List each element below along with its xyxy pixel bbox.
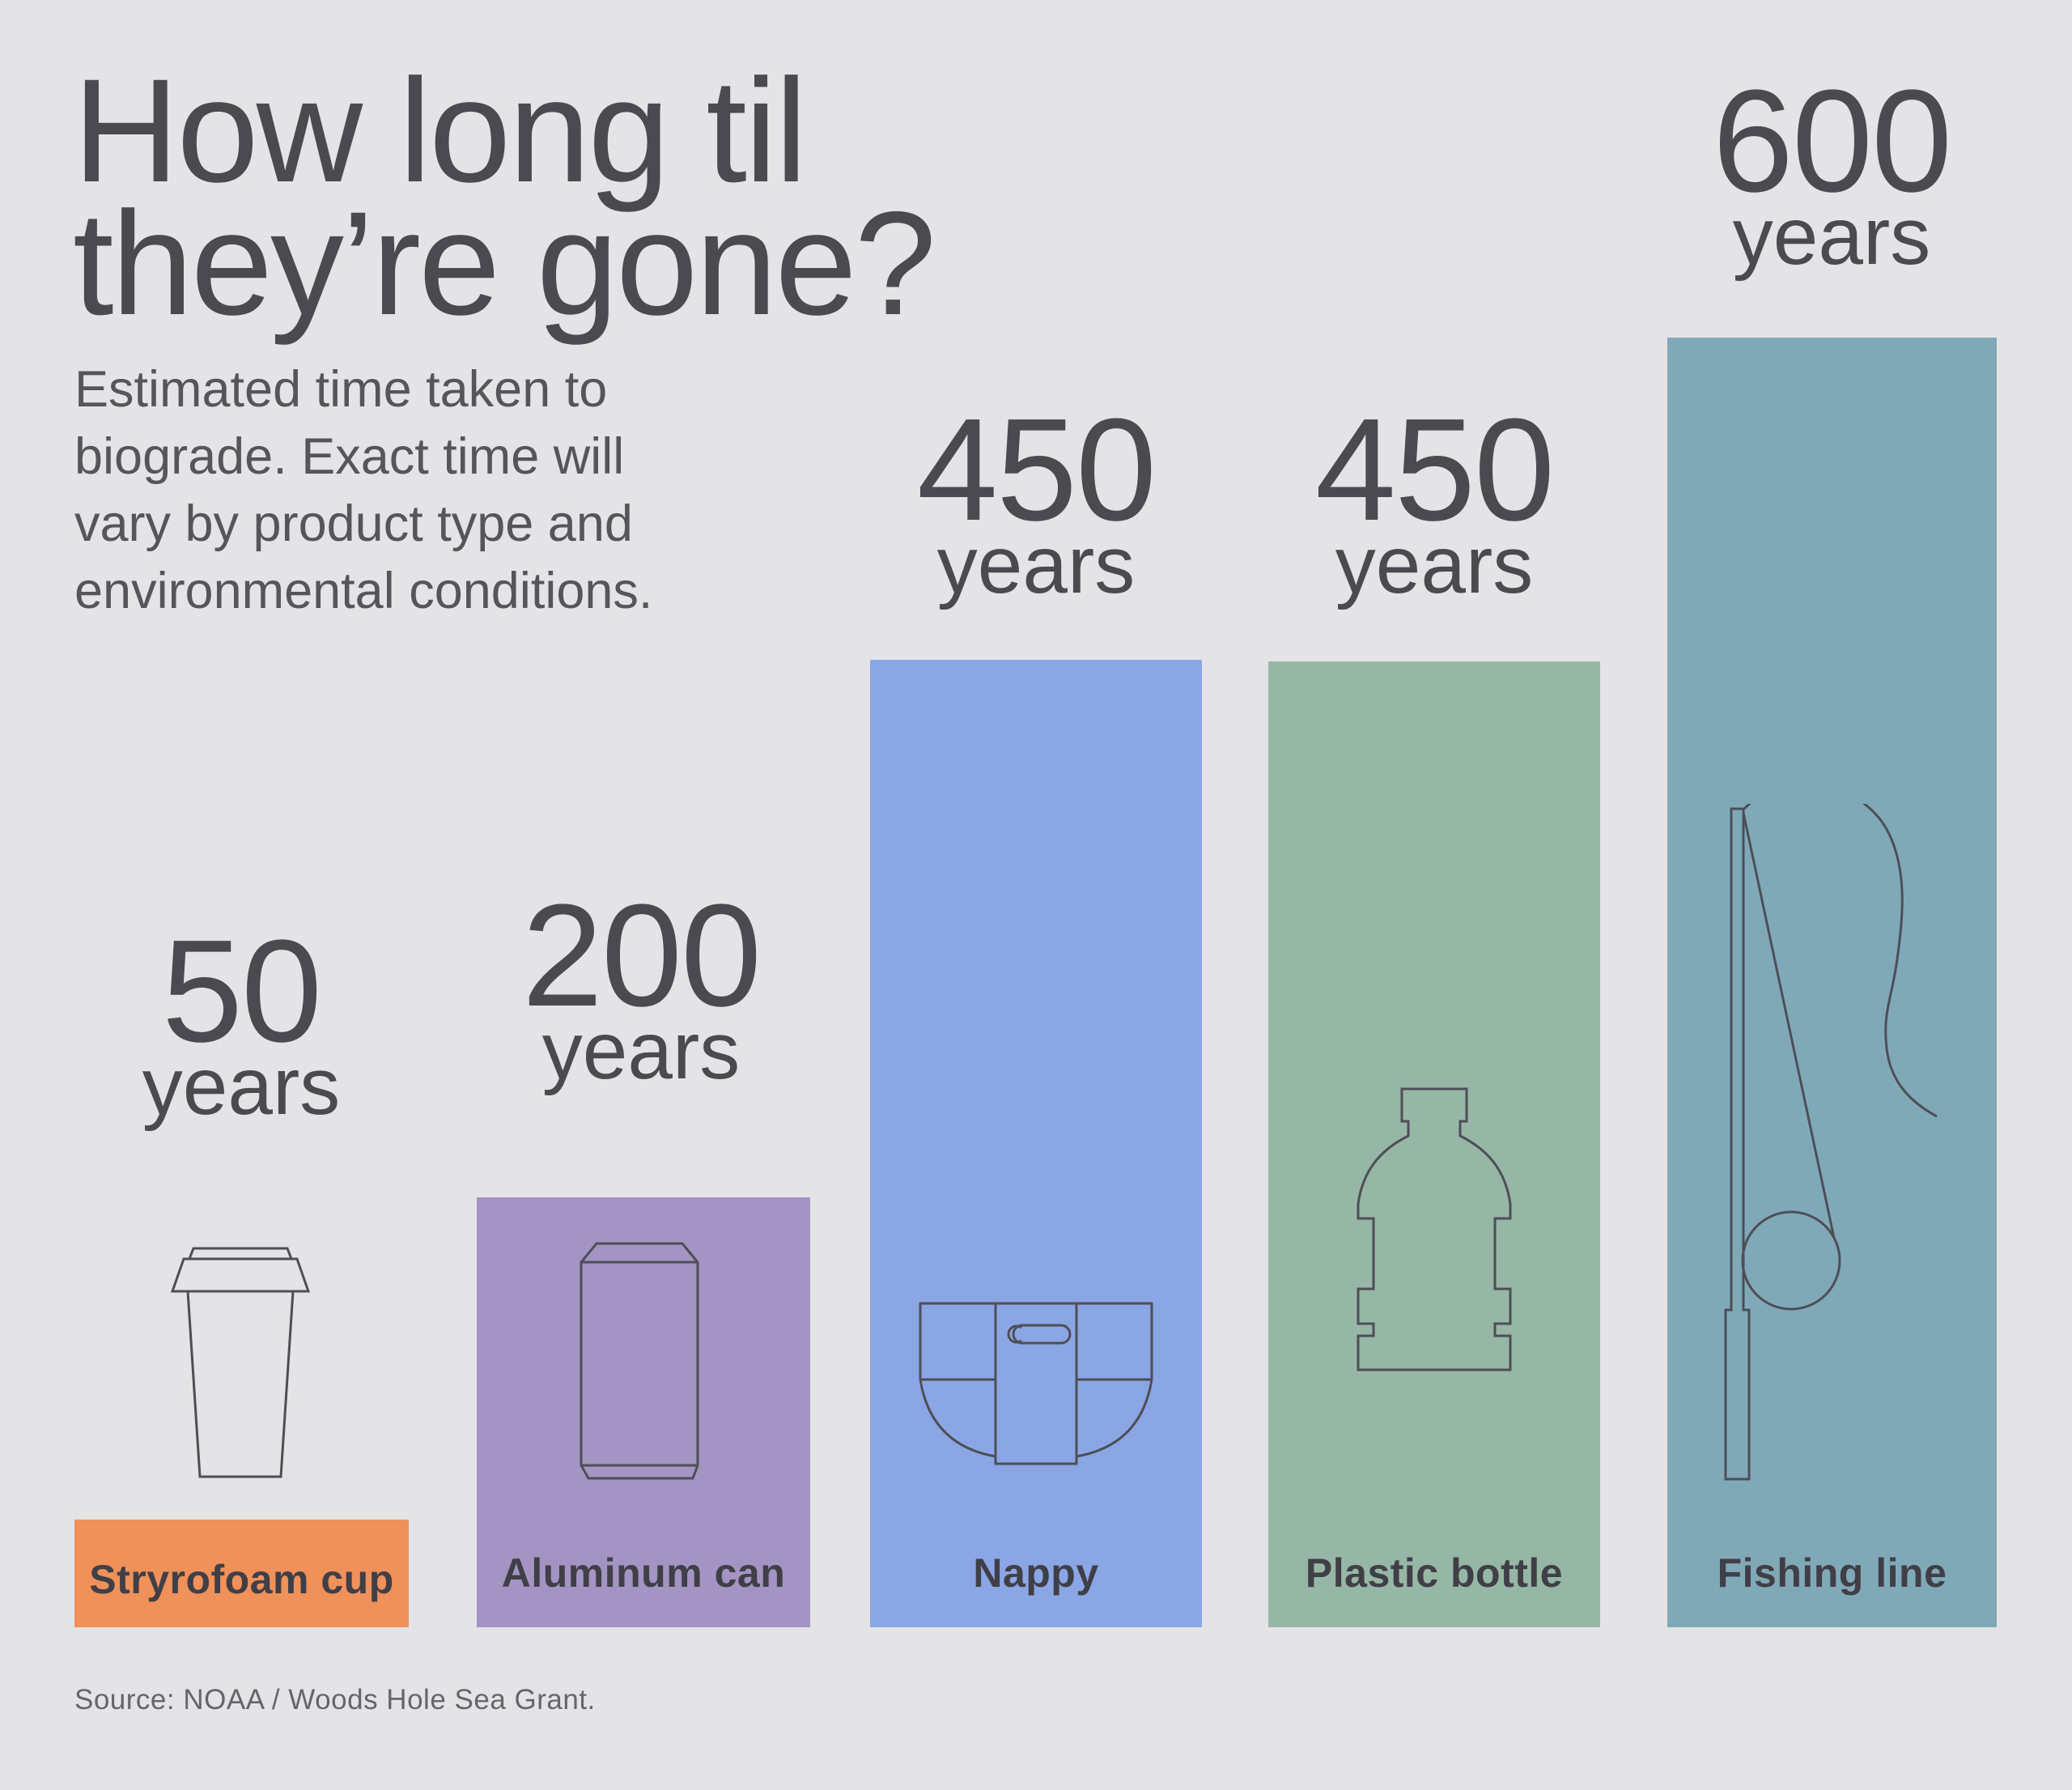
styrofoam-cup-icon (170, 1247, 311, 1478)
value-aluminum-can: 200 years (521, 874, 762, 1096)
plastic-bottle-icon (1357, 1087, 1512, 1371)
value-unit: years (142, 1041, 341, 1132)
bar-nappy: Nappy (870, 660, 1202, 1627)
value-unit: years (936, 520, 1136, 610)
aluminum-can-icon (580, 1242, 699, 1480)
fishing-line-icon (1724, 804, 1938, 1481)
value-number: 600 (1712, 60, 1952, 223)
subtitle-line: biograde. Exact time will (74, 428, 625, 485)
page-title: How long til they’re gone? (73, 48, 936, 346)
value-number: 200 (521, 874, 762, 1037)
bar-label: Plastic bottle (1305, 1550, 1564, 1596)
value-number: 50 (161, 910, 322, 1073)
value-number: 450 (1314, 389, 1555, 551)
subtitle-line: Estimated time taken to (74, 361, 608, 418)
bar-label: Fishing line (1717, 1550, 1947, 1596)
title-line-1: How long til (73, 48, 808, 213)
value-styrofoam-cup: 50 years (142, 910, 341, 1132)
subtitle: Estimated time taken to biograde. Exact … (74, 356, 652, 625)
subtitle-line: environmental conditions. (74, 563, 653, 619)
value-fishing-line: 600 years (1712, 60, 1952, 282)
value-unit: years (1335, 520, 1534, 610)
bar-styrofoam-cup: Stryrofoam cup (74, 1520, 409, 1627)
value-plastic-bottle: 450 years (1314, 389, 1555, 610)
value-unit: years (541, 1006, 741, 1096)
nappy-icon (919, 1302, 1153, 1465)
bar-label: Stryrofoam cup (89, 1557, 394, 1602)
value-number: 450 (916, 389, 1157, 551)
value-nappy: 450 years (916, 389, 1157, 610)
bar-fishing-line: Fishing line (1667, 338, 1997, 1627)
source-attribution: Source: NOAA / Woods Hole Sea Grant. (74, 1684, 596, 1716)
bar-aluminum-can: Aluminum can (477, 1197, 810, 1627)
bar-plastic-bottle: Plastic bottle (1268, 661, 1600, 1627)
bar-label: Aluminum can (501, 1550, 786, 1596)
subtitle-line: vary by product type and (74, 495, 633, 552)
bar-label: Nappy (973, 1550, 1099, 1596)
title-line-2: they’re gone? (73, 180, 936, 346)
value-unit: years (1732, 191, 1931, 282)
